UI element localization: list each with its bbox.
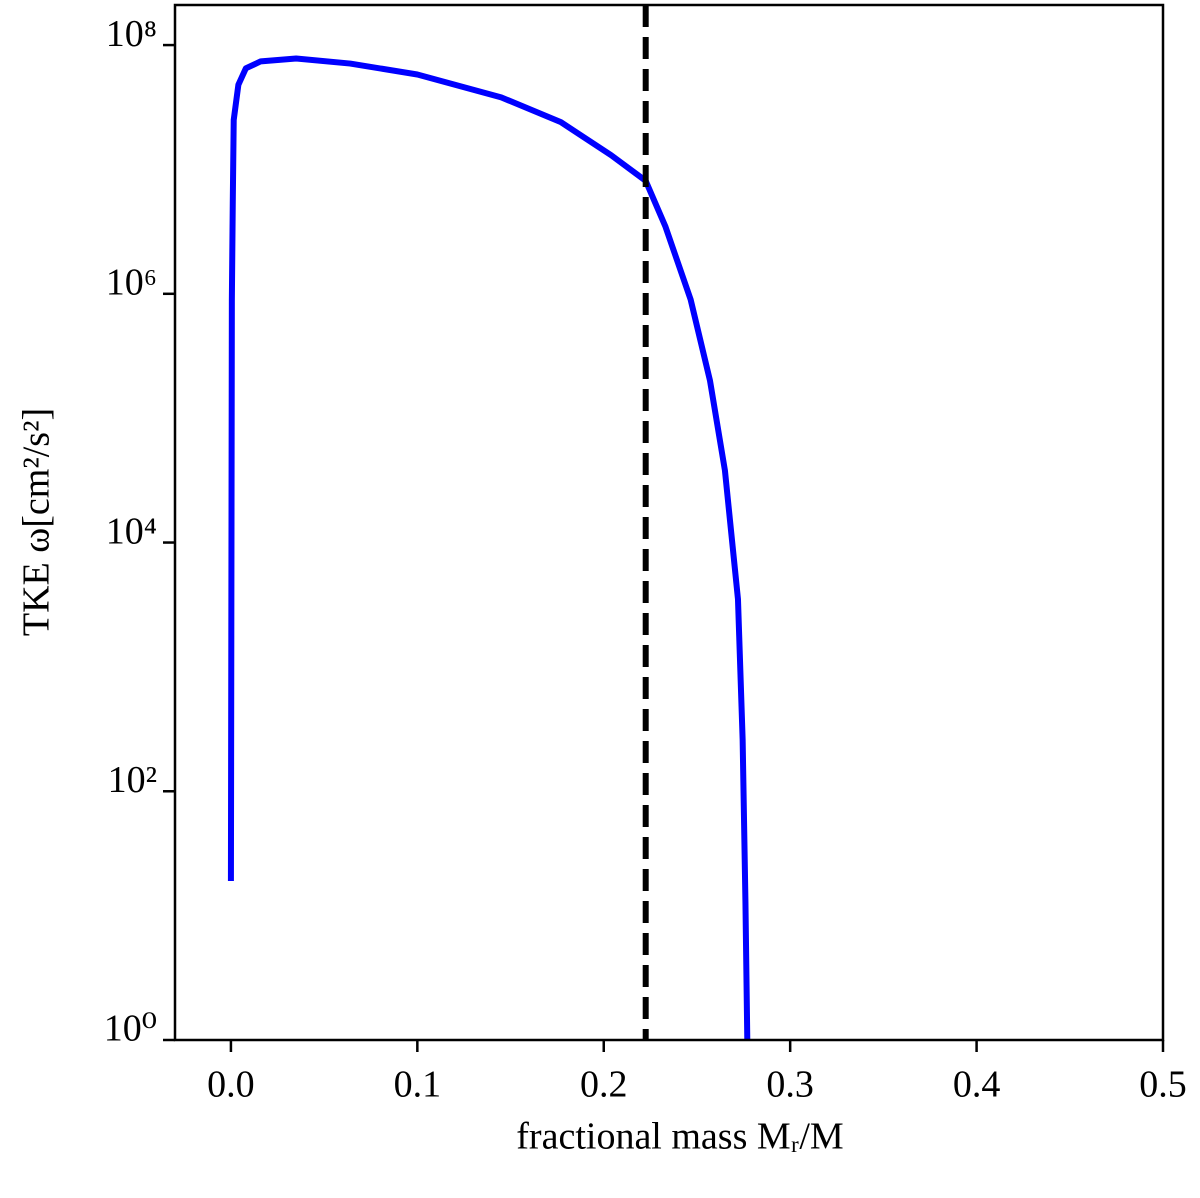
x-tick-label: 0.1 xyxy=(394,1064,442,1106)
y-tick-label: 10⁸ xyxy=(106,13,157,55)
y-tick-label: 10⁰ xyxy=(104,1008,157,1050)
y-tick-label: 10⁴ xyxy=(106,510,157,552)
y-tick-label: 10² xyxy=(108,759,157,801)
x-tick-label: 0.0 xyxy=(207,1064,255,1106)
y-tick-label: 10⁶ xyxy=(106,262,157,304)
y-axis-label: TKE ω[cm²/s²] xyxy=(16,408,58,636)
x-tick-label: 0.5 xyxy=(1139,1064,1187,1106)
x-tick-label: 0.3 xyxy=(766,1064,814,1106)
x-axis-label: fractional mass Mᵣ/M xyxy=(516,1116,843,1158)
plot-frame xyxy=(173,3,1165,1042)
x-tick-label: 0.2 xyxy=(580,1064,628,1106)
line-series xyxy=(227,55,751,1041)
x-tick-label: 0.4 xyxy=(953,1064,1001,1106)
